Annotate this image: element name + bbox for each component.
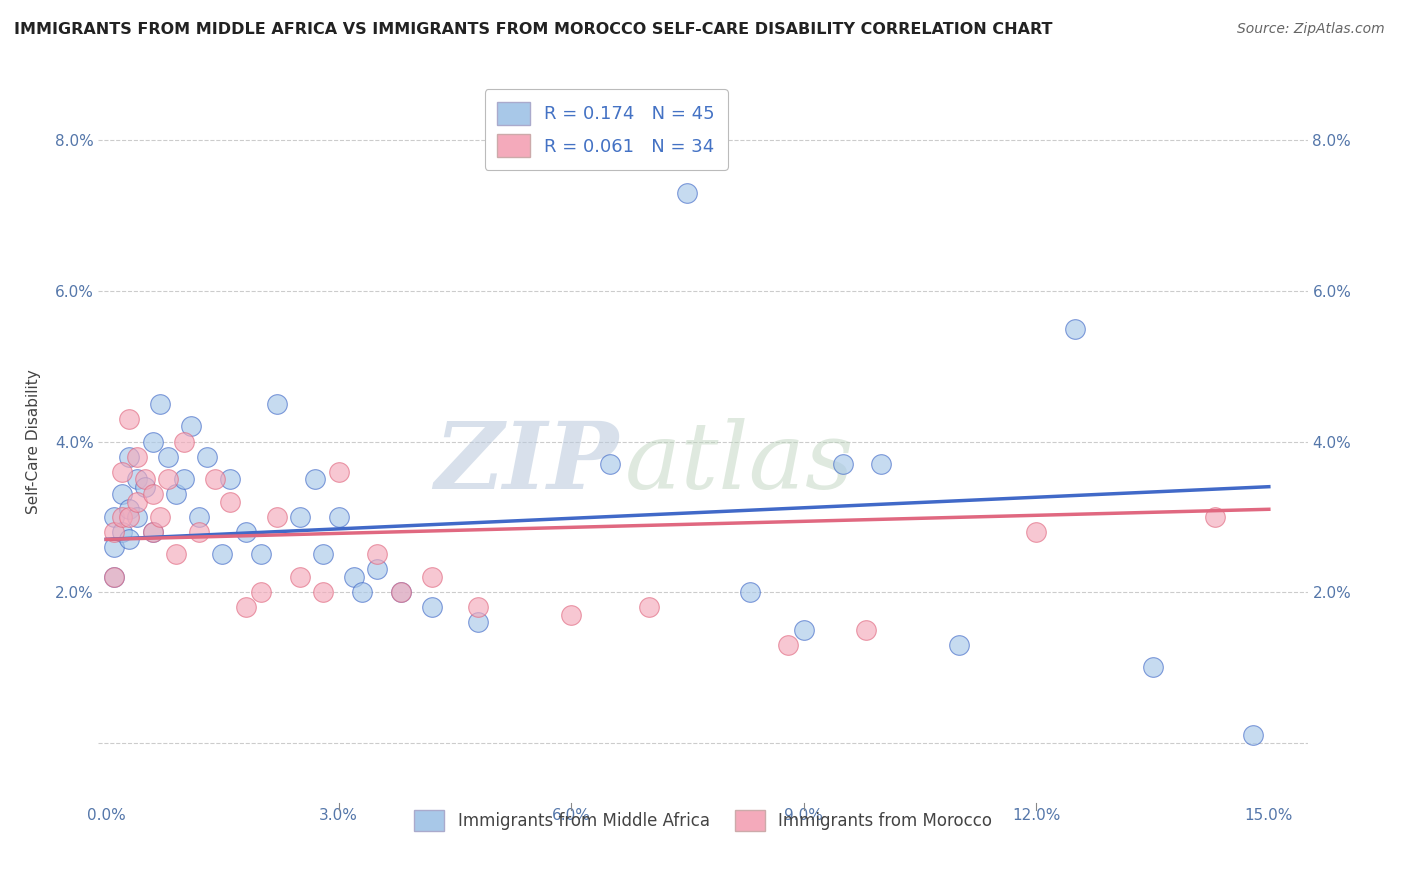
Point: [103, 570, 125, 584]
Point: [134, 480, 156, 494]
Point: [211, 548, 233, 562]
Point: [304, 472, 326, 486]
Text: Source: ZipAtlas.com: Source: ZipAtlas.com: [1237, 22, 1385, 37]
Point: [420, 600, 443, 615]
Point: [142, 487, 165, 501]
Point: [157, 450, 180, 464]
Point: [204, 472, 226, 486]
Point: [149, 509, 172, 524]
Point: [165, 487, 187, 501]
Point: [312, 548, 335, 562]
Point: [870, 457, 893, 471]
Point: [219, 472, 242, 486]
Point: [103, 524, 125, 539]
Point: [219, 494, 242, 508]
Point: [266, 397, 288, 411]
Point: [599, 457, 621, 471]
Point: [288, 509, 311, 524]
Point: [1204, 509, 1226, 524]
Point: [111, 509, 134, 524]
Point: [420, 570, 443, 584]
Point: [637, 600, 659, 615]
Text: ZIP: ZIP: [434, 418, 619, 508]
Point: [389, 585, 412, 599]
Point: [149, 397, 172, 411]
Point: [235, 524, 257, 539]
Point: [343, 570, 366, 584]
Point: [142, 524, 165, 539]
Point: [831, 457, 853, 471]
Point: [288, 570, 311, 584]
Point: [118, 450, 141, 464]
Point: [180, 419, 202, 434]
Point: [127, 509, 149, 524]
Point: [250, 585, 273, 599]
Point: [173, 434, 195, 449]
Point: [103, 509, 125, 524]
Point: [350, 585, 373, 599]
Point: [118, 533, 141, 547]
Point: [560, 607, 582, 622]
Point: [118, 412, 141, 426]
Point: [328, 465, 350, 479]
Point: [250, 548, 273, 562]
Point: [195, 450, 218, 464]
Point: [328, 509, 350, 524]
Point: [188, 509, 211, 524]
Point: [173, 472, 195, 486]
Point: [778, 638, 800, 652]
Y-axis label: Self-Care Disability: Self-Care Disability: [25, 369, 41, 514]
Point: [165, 548, 187, 562]
Point: [157, 472, 180, 486]
Text: atlas: atlas: [624, 418, 853, 508]
Legend: Immigrants from Middle Africa, Immigrants from Morocco: Immigrants from Middle Africa, Immigrant…: [408, 803, 998, 838]
Point: [467, 615, 489, 630]
Point: [1025, 524, 1047, 539]
Point: [118, 509, 141, 524]
Point: [127, 472, 149, 486]
Text: IMMIGRANTS FROM MIDDLE AFRICA VS IMMIGRANTS FROM MOROCCO SELF-CARE DISABILITY CO: IMMIGRANTS FROM MIDDLE AFRICA VS IMMIGRA…: [14, 22, 1053, 37]
Point: [127, 450, 149, 464]
Point: [366, 548, 388, 562]
Point: [188, 524, 211, 539]
Point: [142, 524, 165, 539]
Point: [111, 465, 134, 479]
Point: [111, 487, 134, 501]
Point: [793, 623, 815, 637]
Point: [312, 585, 335, 599]
Point: [389, 585, 412, 599]
Point: [1241, 728, 1264, 742]
Point: [366, 562, 388, 576]
Point: [1142, 660, 1164, 674]
Point: [127, 494, 149, 508]
Point: [467, 600, 489, 615]
Point: [266, 509, 288, 524]
Point: [948, 638, 970, 652]
Point: [111, 524, 134, 539]
Point: [103, 540, 125, 554]
Point: [1064, 321, 1087, 335]
Point: [103, 570, 125, 584]
Point: [142, 434, 165, 449]
Point: [134, 472, 156, 486]
Point: [118, 502, 141, 516]
Point: [855, 623, 877, 637]
Point: [738, 585, 761, 599]
Point: [676, 186, 699, 201]
Point: [235, 600, 257, 615]
